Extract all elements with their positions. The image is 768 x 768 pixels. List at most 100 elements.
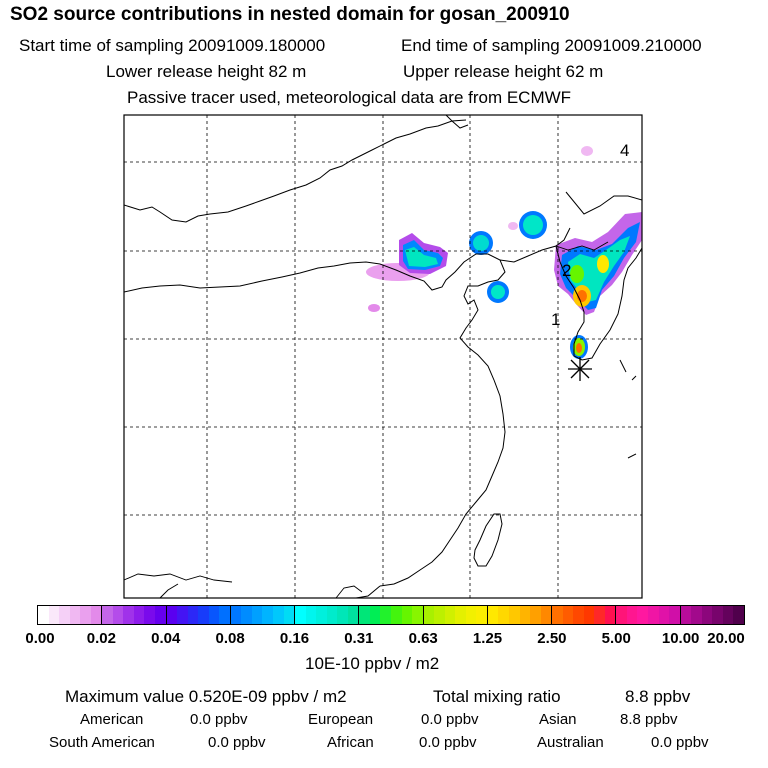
colorbar-swatch [133, 606, 145, 624]
colorbar-swatch [337, 606, 348, 624]
colorbar-swatch [573, 606, 584, 624]
colorbar-unit-label: 10E-10 ppbv / m2 [305, 654, 440, 673]
colorbar-segment [552, 606, 617, 624]
region-label-south-american: South American [49, 734, 155, 751]
concentration-field [366, 146, 642, 359]
colorbar-swatch [423, 606, 435, 624]
colorbar-segment [166, 606, 231, 624]
colorbar-segment [423, 606, 488, 624]
colorbar-swatch [155, 606, 166, 624]
colorbar-swatch [369, 606, 381, 624]
colorbar-swatch [305, 606, 317, 624]
max-value-label: Maximum value 0.520E-09 ppbv / m2 [65, 687, 347, 706]
colorbar-swatch [316, 606, 327, 624]
colorbar-swatch [241, 606, 252, 624]
colorbar-swatch [80, 606, 91, 624]
colorbar-swatch [123, 606, 134, 624]
colorbar-swatch [251, 606, 263, 624]
colorbar-swatch [498, 606, 509, 624]
colorbar-tick-label: 20.00 [707, 630, 745, 647]
colorbar-swatch [701, 606, 713, 624]
colorbar-swatch [691, 606, 702, 624]
region-value-european: 0.0 ppbv [421, 711, 479, 728]
colorbar-tick-label: 1.25 [472, 630, 503, 647]
colorbar [37, 605, 745, 625]
colorbar-swatch [90, 606, 102, 624]
colorbar-swatch [177, 606, 188, 624]
colorbar-swatch [208, 606, 220, 624]
colorbar-swatch [347, 606, 359, 624]
colorbar-swatch [626, 606, 638, 624]
colorbar-segment [680, 606, 744, 624]
colorbar-swatch [658, 606, 670, 624]
plume-northeast [581, 146, 593, 156]
region-label-european: European [308, 711, 374, 728]
colorbar-segment [487, 606, 553, 624]
colorbar-swatch [59, 606, 70, 624]
region-label-australian: Australian [537, 734, 604, 751]
total-mixing-label: Total mixing ratio [433, 687, 561, 706]
total-mixing-value: 8.8 ppbv [625, 687, 691, 706]
colorbar-segment [359, 606, 424, 624]
colorbar-swatch [401, 606, 413, 624]
colorbar-swatch [583, 606, 595, 624]
upper-release-height-label: Upper release height 62 m [403, 62, 604, 81]
colorbar-tick-label: 0.16 [279, 630, 310, 647]
borders [124, 241, 609, 598]
colorbar-swatch [476, 606, 487, 624]
colorbar-swatch [616, 606, 627, 624]
colorbar-swatch [519, 606, 531, 624]
colorbar-swatch [412, 606, 423, 624]
colorbar-segment [616, 606, 681, 624]
region-label-american: American [80, 711, 144, 728]
tracer-note-label: Passive tracer used, meteorological data… [127, 88, 572, 107]
plot-title: SO2 source contributions in nested domai… [10, 4, 570, 25]
colorbar-swatch [187, 606, 199, 624]
colorbar-swatch [604, 606, 616, 624]
colorbar-swatch [465, 606, 477, 624]
region-value-african: 0.0 ppbv [419, 734, 477, 751]
plume-bay [487, 281, 509, 303]
colorbar-tick-label: 0.31 [344, 630, 374, 647]
colorbar-swatch [69, 606, 81, 624]
region-value-american: 0.0 ppbv [190, 711, 248, 728]
colorbar-swatch [380, 606, 391, 624]
colorbar-swatch [166, 606, 178, 624]
colorbar-swatch [648, 606, 659, 624]
colorbar-swatch [390, 606, 402, 624]
colorbar-swatch [680, 606, 692, 624]
colorbar-swatch [508, 606, 520, 624]
region-value-south-american: 0.0 ppbv [208, 734, 266, 751]
colorbar-swatch [48, 606, 60, 624]
colorbar-swatch [144, 606, 155, 624]
colorbar-swatch [262, 606, 273, 624]
colorbar-swatch [562, 606, 574, 624]
colorbar-swatch [38, 606, 49, 624]
marker-label-2: 2 [562, 261, 571, 280]
colorbar-segment [295, 606, 360, 624]
colorbar-tick-label: 5.00 [601, 630, 631, 647]
colorbar-swatch [722, 606, 734, 624]
map-frame [123, 114, 643, 599]
plume-octagon-small [469, 231, 493, 255]
colorbar-swatch [230, 606, 242, 624]
end-time-label: End time of sampling 20091009.210000 [401, 36, 702, 55]
colorbar-tick-label: 0.02 [86, 630, 116, 647]
colorbar-swatch [540, 606, 552, 624]
region-label-asian: Asian [539, 711, 577, 728]
lower-release-height-label: Lower release height 82 m [106, 62, 307, 81]
colorbar-tick-label: 0.63 [408, 630, 438, 647]
colorbar-tick-label: 0.04 [151, 630, 181, 647]
lat-lon-grid [124, 115, 642, 598]
colorbar-tick-label: 2.50 [537, 630, 567, 647]
colorbar-swatch [669, 606, 680, 624]
marker-label-4: 4 [620, 141, 629, 160]
colorbar-swatch [295, 606, 306, 624]
colorbar-swatch [552, 606, 563, 624]
colorbar-swatch [712, 606, 723, 624]
colorbar-tick-label: 0.08 [215, 630, 245, 647]
colorbar-swatch [594, 606, 605, 624]
colorbar-segment [38, 606, 103, 624]
region-value-australian: 0.0 ppbv [651, 734, 709, 751]
